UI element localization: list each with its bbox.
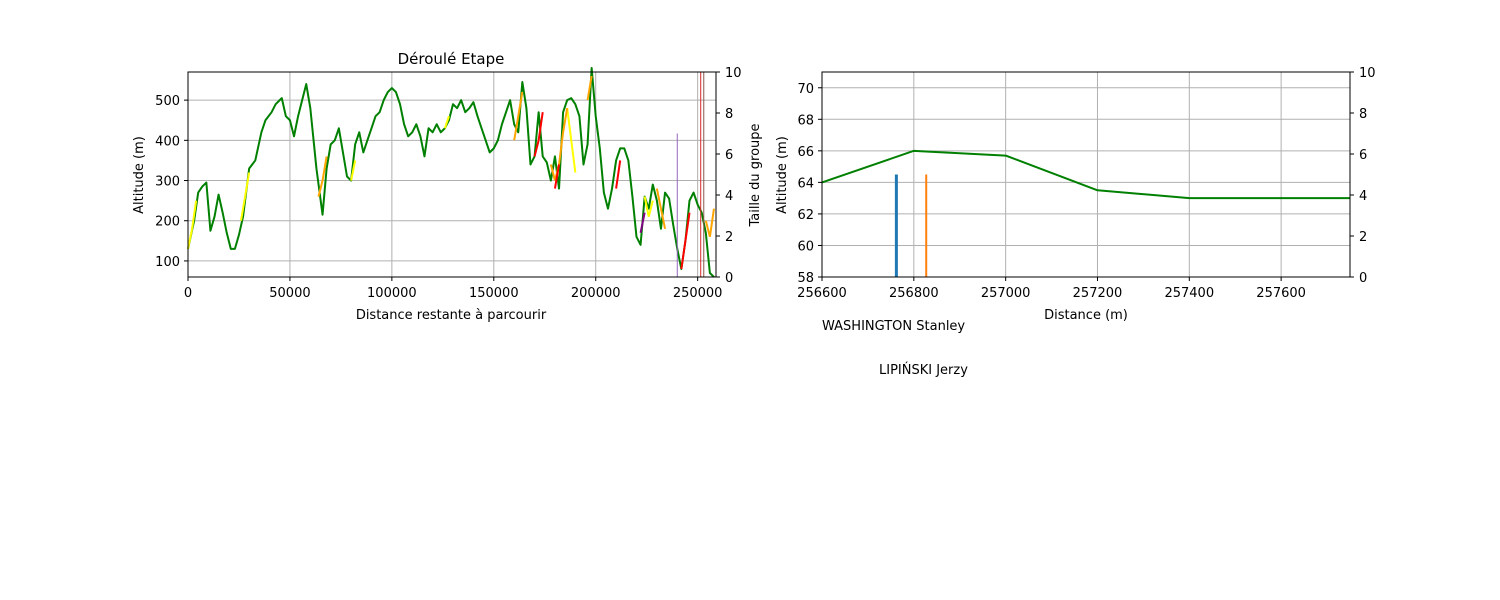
series-segment (558, 132, 565, 165)
series-segment (566, 108, 573, 141)
y2-tick-label: 0 (1359, 271, 1367, 286)
series-segment (533, 140, 540, 157)
y-tick-label: 64 (797, 176, 814, 191)
series-segment (655, 188, 662, 209)
series-segment (187, 228, 194, 250)
y-tick-label: 500 (155, 94, 180, 109)
y2-tick-label: 6 (725, 148, 733, 163)
y2-tick-label: 4 (1359, 189, 1367, 204)
y-tick-label: 300 (155, 175, 180, 190)
y-tick-label: 66 (797, 145, 814, 160)
y-tick-label: 70 (797, 82, 814, 97)
series-segment (553, 164, 561, 189)
x-tick-label: 0 (184, 286, 192, 301)
x-tick-label: 50000 (269, 286, 310, 301)
chart-title: Déroulé Etape (398, 50, 505, 68)
series-segment (704, 220, 711, 238)
series-segment (643, 196, 650, 217)
series-segment (680, 240, 687, 270)
series-segment (562, 108, 569, 133)
series-segment (639, 212, 646, 233)
series-segment (659, 208, 667, 229)
x-tick-label: 257000 (981, 286, 1031, 301)
y2-tick-label: 10 (725, 66, 742, 81)
y-tick-label: 400 (155, 134, 180, 149)
x-axis-label: Distance (m) (1044, 308, 1128, 323)
y2-tick-label: 2 (1359, 230, 1367, 245)
y-axis-label: Altitude (m) (132, 136, 147, 214)
series-segment (244, 172, 251, 197)
y-tick-label: 200 (155, 215, 180, 230)
y-tick-label: 62 (797, 208, 814, 223)
y-tick-label: 60 (797, 239, 814, 254)
x-tick-label: 150000 (469, 286, 519, 301)
series-segment (570, 140, 577, 173)
plot-frame (821, 71, 1351, 278)
series-segment (708, 208, 715, 237)
y-tick-label: 68 (797, 113, 814, 128)
y-tick-label: 100 (155, 255, 180, 270)
zoomed-elevation-chart: 256600 256800 257000 257200 257400 257600 58 6… (775, 66, 1376, 378)
series-segment (513, 116, 520, 141)
y-axis-label: Altitude (m) (775, 136, 790, 214)
series-segment (684, 212, 691, 241)
x-tick-label: 257200 (1073, 286, 1123, 301)
y2-tick-label: 8 (1359, 107, 1367, 122)
y2-axis-label: Taille du groupe (748, 123, 763, 227)
series-segment (443, 115, 450, 129)
series-segment (537, 112, 544, 141)
y-tick-label: 58 (797, 271, 814, 286)
x-tick-label: 100000 (367, 286, 417, 301)
series-segment (240, 196, 247, 221)
series-segment (321, 156, 328, 181)
y2-tick-label: 8 (725, 107, 733, 122)
x-tick-label: 257400 (1164, 286, 1214, 301)
series-segment (615, 160, 622, 189)
series-segment (191, 200, 198, 229)
rider-name-2: LIPIŃSKI Jerzy (879, 362, 968, 378)
y2-tick-label: 2 (725, 230, 733, 245)
series-segment (647, 200, 654, 217)
series-segment (317, 180, 324, 197)
x-tick-label: 256600 (797, 286, 847, 301)
y2-tick-label: 6 (1359, 148, 1367, 163)
y2-tick-label: 10 (1359, 66, 1376, 81)
series-line (187, 66, 715, 278)
series-line (821, 149, 1350, 200)
x-tick-label: 256800 (889, 286, 939, 301)
x-axis-label: Distance restante à parcourir (356, 308, 547, 323)
rider-name-1: WASHINGTON Stanley (822, 319, 965, 334)
x-tick-label: 200000 (571, 286, 621, 301)
x-tick-label: 257600 (1256, 286, 1306, 301)
x-tick-label: 250000 (673, 286, 723, 301)
series-segment (517, 91, 524, 117)
plot-frame (187, 71, 717, 278)
elevation-profile-chart: Déroulé Etape 0 50000 100000 150000 200000 25… (132, 50, 763, 323)
y2-tick-label: 0 (725, 271, 733, 286)
series-segment (586, 75, 593, 101)
series-segment (549, 164, 556, 181)
y2-tick-label: 4 (725, 189, 733, 204)
series-segment (350, 160, 357, 181)
